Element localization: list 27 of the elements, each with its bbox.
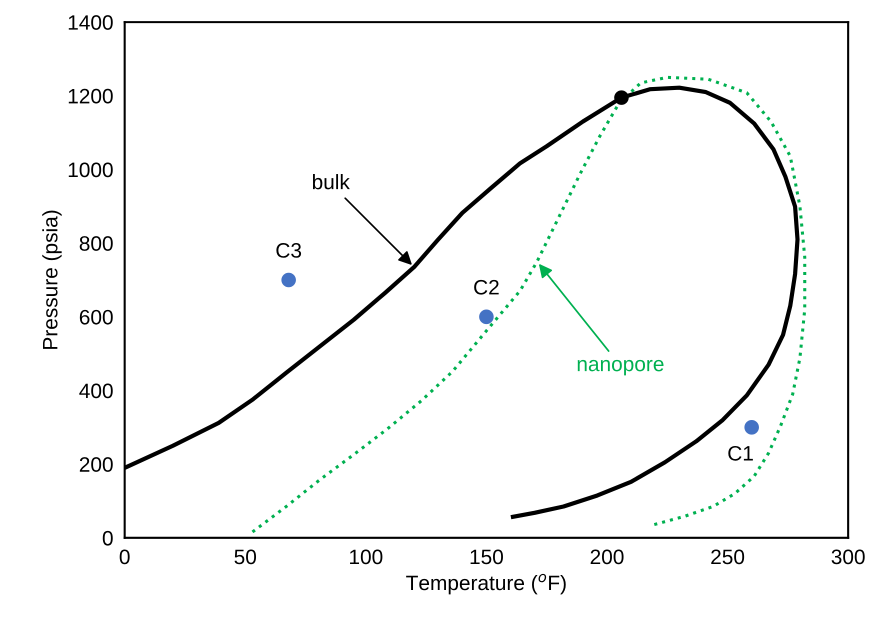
text: nanopore bbox=[578, 360, 664, 376]
data-label: C1 bbox=[728, 446, 753, 461]
y-tick-label: 1400 bbox=[68, 15, 113, 30]
point bbox=[614, 90, 629, 105]
y-tick-label: 1200 bbox=[68, 88, 113, 104]
x-axis-title: Temperature ($^{o}$F) bbox=[406, 574, 566, 594]
x-tick-label: 200 bbox=[590, 549, 624, 564]
data-label: C2 bbox=[474, 280, 499, 295]
point bbox=[744, 420, 759, 435]
y-tick-label: 1000 bbox=[68, 162, 113, 178]
point bbox=[479, 310, 494, 324]
line-series bbox=[250, 76, 806, 534]
y-tick-label: 400 bbox=[79, 383, 113, 398]
y-tick-label: 0 bbox=[102, 530, 113, 546]
x-tick-label: 100 bbox=[350, 549, 382, 564]
data-label: C3 bbox=[276, 243, 302, 258]
text: bulk bbox=[312, 174, 350, 190]
y-tick-label: 200 bbox=[80, 457, 113, 472]
x-tick-label: 50 bbox=[234, 549, 256, 564]
x-tick-label: 150 bbox=[470, 549, 503, 564]
y-tick-label: 800 bbox=[80, 236, 113, 251]
point bbox=[281, 272, 296, 288]
x-tick-label: 300 bbox=[832, 549, 865, 564]
x-tick-label: 0 bbox=[120, 549, 130, 564]
x-tick-label: 250 bbox=[711, 549, 744, 564]
y-axis-title: Pressure (psia) bbox=[42, 210, 62, 349]
y-tick-label: 600 bbox=[80, 310, 113, 325]
